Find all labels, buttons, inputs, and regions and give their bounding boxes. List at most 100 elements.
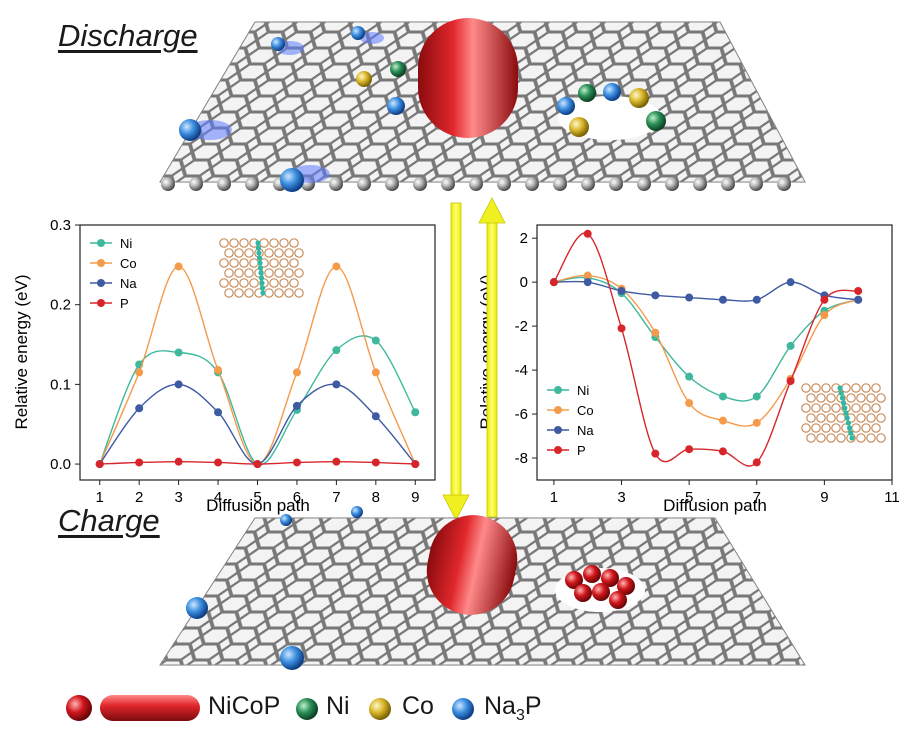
x-tick-label: 2 xyxy=(135,489,143,506)
carbon-bead xyxy=(581,177,595,191)
data-point-co xyxy=(371,368,380,377)
legend-marker xyxy=(554,386,562,394)
series-line-na xyxy=(99,383,416,465)
charts-area: 1 2 3 4 5 6 7 8 9 0.0 0.1 0.2 0.3 Ni Co Na P Diffusion p… xyxy=(12,217,900,515)
discharge-label: Discharge xyxy=(58,18,198,53)
data-point-p xyxy=(752,458,761,467)
legend-label: Co xyxy=(120,256,137,271)
na3p-atom xyxy=(351,26,365,40)
na3p-atom xyxy=(280,168,304,192)
data-point-na xyxy=(854,295,863,304)
x-tick-label: 3 xyxy=(174,489,182,506)
carbon-bead xyxy=(693,177,707,191)
lattice-inset-right xyxy=(800,382,886,444)
na3p-swatch xyxy=(452,698,474,720)
migration-path-atom xyxy=(848,430,854,436)
na3p-atom xyxy=(271,37,285,51)
co-atom xyxy=(356,71,372,87)
data-point-co xyxy=(174,262,183,271)
data-point-na xyxy=(685,293,694,302)
series-line-na xyxy=(553,280,859,302)
data-point-p xyxy=(820,295,829,304)
migration-path-atom xyxy=(837,385,843,391)
data-point-p xyxy=(253,460,262,469)
carbon-bead xyxy=(721,177,735,191)
carbon-bead xyxy=(637,177,651,191)
na3p-atom xyxy=(186,597,208,619)
na3p-atom xyxy=(387,97,405,115)
data-point-na xyxy=(617,286,626,295)
data-point-co xyxy=(332,262,341,271)
lattice-inset-left xyxy=(218,237,304,299)
y-tick-label: 0.3 xyxy=(50,217,71,234)
nicop-rod xyxy=(426,515,518,615)
data-point-p xyxy=(617,324,626,333)
carbon-bead xyxy=(777,177,791,191)
x-tick-label: 9 xyxy=(820,489,828,506)
ni-atom xyxy=(578,84,596,102)
y-tick-label: 0.0 xyxy=(50,456,71,473)
migration-path-atom xyxy=(258,270,264,276)
migration-path-atom xyxy=(256,255,263,261)
data-point-na xyxy=(214,408,223,417)
migration-path-atom xyxy=(257,260,263,266)
data-point-co xyxy=(820,311,829,320)
data-point-na xyxy=(332,380,341,389)
migration-path-atom xyxy=(255,245,262,251)
data-point-co xyxy=(685,399,694,408)
data-point-ni xyxy=(174,348,183,357)
x-tick-label: 9 xyxy=(411,489,419,506)
legend-label: P xyxy=(120,296,129,311)
data-point-p xyxy=(718,447,727,456)
migration-path-atom xyxy=(841,400,847,406)
carbon-bead xyxy=(749,177,763,191)
x-tick-label: 6 xyxy=(293,489,301,506)
x-tick-label: 1 xyxy=(550,489,558,506)
data-point-co xyxy=(651,328,660,337)
charge-label: Charge xyxy=(58,503,160,538)
data-point-p xyxy=(854,286,863,295)
data-point-na xyxy=(752,295,761,304)
legend-label: Na xyxy=(577,423,594,438)
ni-atom xyxy=(390,61,406,77)
legend-marker xyxy=(97,239,105,247)
left-x-label: Diffusion path xyxy=(206,496,310,515)
carbon-bead xyxy=(609,177,623,191)
data-point-ni xyxy=(332,346,341,355)
y-tick-label: -6 xyxy=(515,406,528,423)
data-point-na xyxy=(786,278,795,287)
carbon-bead xyxy=(329,177,343,191)
data-point-co xyxy=(292,368,301,377)
carbon-bead xyxy=(665,177,679,191)
migration-path-atom xyxy=(843,410,849,416)
data-point-p xyxy=(95,460,104,469)
na3p-atom xyxy=(603,83,621,101)
migration-path-atom xyxy=(257,265,264,271)
x-tick-label: 7 xyxy=(332,489,340,506)
na3p-atom xyxy=(179,119,201,141)
migration-path-atom xyxy=(849,435,855,441)
data-point-ni xyxy=(411,408,420,417)
migration-path-atom xyxy=(844,415,850,421)
legend-na3p: Na3P xyxy=(484,692,542,724)
legend-label: Ni xyxy=(120,236,132,251)
data-point-p xyxy=(214,458,223,467)
y-tick-label: 0.2 xyxy=(50,297,71,314)
migration-path-atom xyxy=(256,250,262,256)
x-tick-label: 3 xyxy=(617,489,625,506)
transition-arrows xyxy=(442,197,506,521)
x-tick-label: 1 xyxy=(96,489,104,506)
na3p-atom xyxy=(280,514,292,526)
data-point-ni xyxy=(371,336,380,345)
data-point-ni xyxy=(685,372,694,381)
y-tick-label: 2 xyxy=(520,230,528,247)
migration-path-atom xyxy=(259,280,265,286)
data-point-p xyxy=(174,457,183,466)
data-point-na xyxy=(583,278,592,287)
migration-path-atom xyxy=(838,390,844,396)
carbon-bead xyxy=(385,177,399,191)
up-arrow xyxy=(478,197,506,518)
co-atom xyxy=(629,88,649,108)
carbon-bead xyxy=(413,177,427,191)
data-point-p xyxy=(292,458,301,467)
